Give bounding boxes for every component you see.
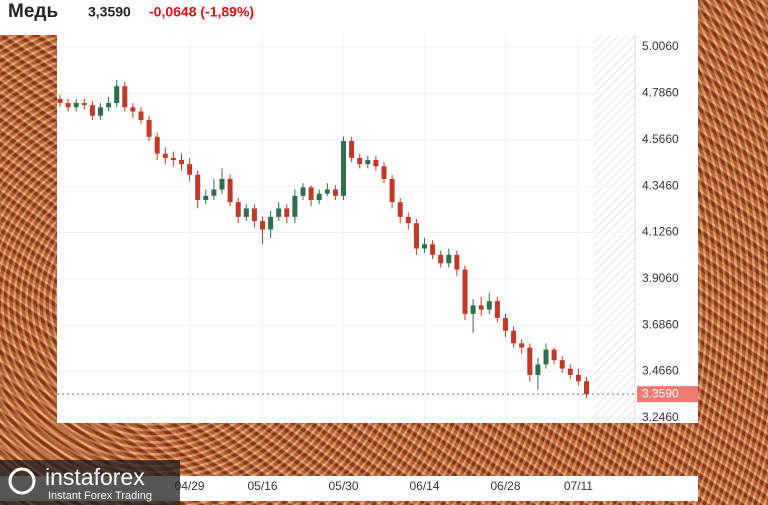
instrument-title: Медь — [8, 1, 58, 22]
logo-tagline: Instant Forex Trading — [48, 490, 152, 502]
candle-body — [584, 381, 589, 395]
plot-panel — [57, 35, 698, 423]
candle-body — [170, 157, 176, 160]
logo-icon — [8, 467, 36, 495]
candle-body — [57, 98, 63, 104]
candle-body — [511, 330, 517, 344]
candle-body — [535, 364, 541, 375]
price-change: -0,0648 (-1,89%) — [149, 4, 254, 20]
candle-body — [478, 305, 484, 310]
candle-body — [446, 254, 452, 264]
candle-body — [219, 178, 225, 190]
price: 3,3590 — [88, 4, 131, 20]
candle-body — [575, 374, 581, 382]
future-area — [593, 35, 635, 423]
candle-body — [486, 301, 492, 310]
candle-body — [292, 195, 298, 217]
candle-body — [430, 244, 436, 255]
candle-body — [527, 347, 533, 375]
candle-body — [470, 305, 476, 314]
x-tick-label: 05/30 — [328, 479, 358, 493]
x-tick-label: 06/28 — [490, 479, 520, 493]
y-tick-label: 3.6860 — [642, 317, 679, 331]
candle-body — [357, 157, 363, 165]
y-tick-label: 5.0060 — [642, 39, 679, 53]
candle-body — [284, 208, 290, 217]
candle-body — [422, 244, 427, 249]
candle-body — [227, 178, 233, 203]
candle-body — [146, 119, 152, 137]
candle-body — [251, 208, 257, 222]
candle-body — [316, 193, 322, 201]
candle-body — [543, 349, 549, 365]
candle-body — [503, 318, 508, 331]
y-tick-label: 4.5660 — [642, 132, 679, 146]
y-tick-label: 4.7860 — [642, 86, 679, 100]
candle-body — [162, 153, 168, 158]
x-tick-label: 04/29 — [175, 479, 205, 493]
candle-body — [567, 368, 573, 375]
candle-body — [106, 103, 112, 108]
candle-body — [130, 107, 136, 112]
candle-body — [243, 208, 249, 217]
x-tick-label: 06/14 — [409, 479, 439, 493]
candle-body — [397, 202, 403, 217]
last-price-label: 3.3590 — [642, 386, 679, 400]
header-panel — [0, 0, 698, 35]
candle-body — [179, 159, 184, 165]
candle-body — [268, 216, 274, 230]
y-tick-label: 3.2460 — [642, 410, 679, 424]
candle-body — [81, 103, 87, 106]
candle-body — [154, 136, 160, 154]
candle-body — [559, 360, 565, 369]
candle-body — [114, 86, 120, 104]
last-price-box — [637, 386, 698, 403]
candle-body — [195, 174, 201, 201]
candle-body — [332, 189, 338, 196]
x-tick-label: 07/11 — [564, 479, 593, 493]
candle-body — [413, 223, 419, 249]
candle-body — [519, 343, 525, 348]
candle-body — [89, 105, 95, 116]
candle-body — [187, 164, 193, 175]
candle-body — [462, 269, 468, 314]
candle-body — [438, 254, 444, 264]
candle-body — [341, 141, 346, 196]
candle-body — [381, 166, 387, 179]
candle-body — [365, 159, 371, 165]
candle-body — [373, 159, 379, 167]
candle-body — [98, 107, 103, 116]
x-tick-label: 05/16 — [247, 479, 277, 493]
candle-body — [389, 178, 395, 203]
candle-body — [405, 216, 411, 224]
candle-body — [211, 189, 217, 196]
candle-body — [235, 202, 241, 217]
y-tick-label: 4.3460 — [642, 178, 679, 192]
y-tick-label: 3.9060 — [642, 271, 679, 285]
logo-box — [0, 460, 180, 505]
candle-body — [260, 221, 265, 230]
candle-body — [308, 187, 314, 201]
candle-body — [324, 189, 330, 194]
candle-body — [349, 141, 355, 158]
candle-body — [300, 187, 306, 196]
candle-body — [65, 103, 71, 108]
candle-body — [138, 111, 144, 120]
candle-body — [454, 254, 460, 270]
logo-name: instaforex — [45, 464, 145, 490]
candle-body — [73, 103, 79, 108]
y-tick-label: 4.1260 — [642, 225, 679, 239]
candle-body — [203, 195, 209, 201]
candle-body — [122, 86, 128, 108]
candle-body — [494, 301, 500, 319]
candle-body — [551, 349, 557, 361]
y-tick-label: 3.4660 — [642, 364, 679, 378]
candle-body — [276, 208, 282, 217]
